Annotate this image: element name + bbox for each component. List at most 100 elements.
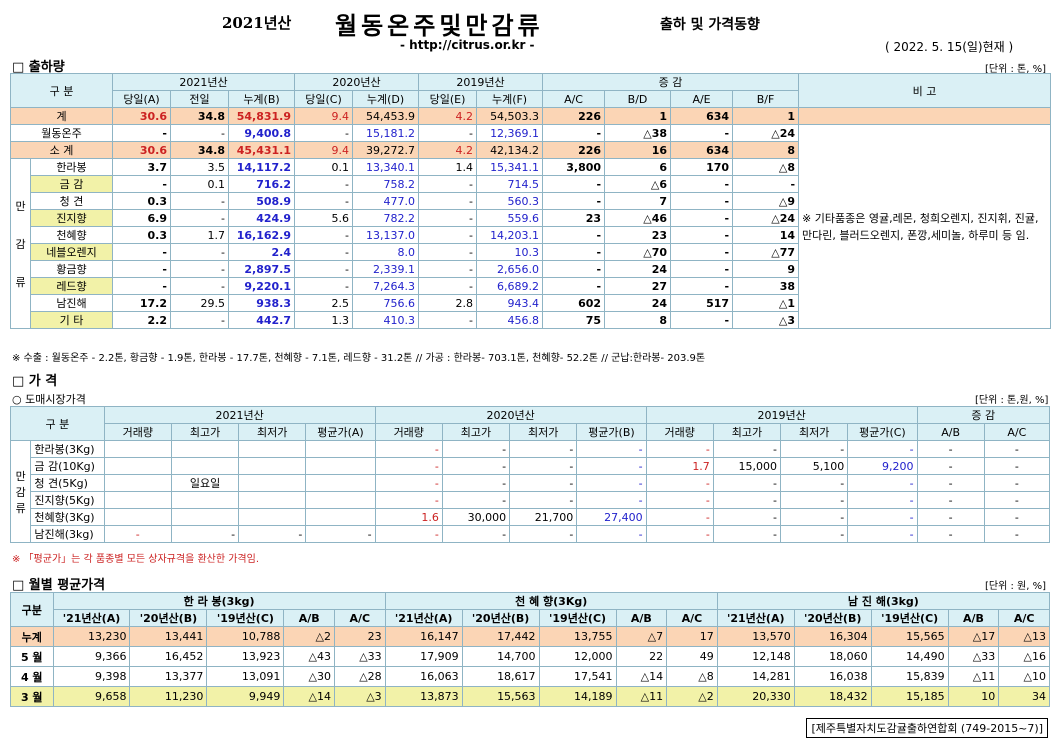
data-cell: 0.1 [294,158,354,176]
price-note: ※ 「평균가」는 각 품종별 모든 상자규격을 환산한 가격임. [12,554,260,565]
row-label: 청 견(5Kg) [30,474,105,492]
data-cell: 10,788 [206,626,285,647]
data-cell: - [670,260,734,278]
data-cell: 10.3 [476,243,544,261]
data-cell [170,508,240,526]
data-cell: - [916,508,985,526]
data-cell: 13,923 [206,646,285,667]
data-cell: 6.9 [112,209,171,227]
data-cell: - [576,440,647,458]
row-label: 청 견 [30,192,113,210]
data-cell: 714.5 [476,175,544,193]
row-label: 누계 [10,626,54,647]
data-cell: 756.6 [352,294,420,312]
data-cell: - [441,491,511,509]
data-cell: - [170,243,229,261]
data-cell: 758.2 [352,175,420,193]
table-row: 만 감 류 한라봉 3.7 3.5 14,117.2 0.1 13,340.1 1.4 15,341… [10,158,1051,329]
data-cell: △8 [666,666,718,687]
data-cell [170,491,240,509]
data-cell: 508.9 [227,192,296,210]
header-2020: 2020년산 [374,406,647,424]
data-cell: - [542,124,606,142]
data-cell: 16,162.9 [227,226,296,244]
monthly-price-table: 구분 한 라 봉(3kg) 천 혜 향(3Kg) 남 진 해(3kg) '21년산(A)… [10,592,1051,707]
data-cell: 23 [334,626,386,647]
data-cell: 10 [947,686,1000,707]
data-cell: - [418,226,478,244]
data-cell: - [670,243,734,261]
title-main: 월동온주및만감류 [335,12,544,40]
row-label: 진지향(5Kg) [30,491,105,509]
row-label: 3 월 [10,686,54,707]
data-cell: 13,091 [206,666,285,687]
column-header: 누계(F) [476,90,544,108]
data-cell: - [670,311,734,329]
header-2019: 2019년산 [645,406,918,424]
data-cell: - [916,474,985,492]
data-cell: 424.9 [227,209,296,227]
data-cell: 2,897.5 [227,260,296,278]
data-cell: - [509,474,578,492]
title-year: 2021년산 [222,14,292,32]
data-cell: 29.5 [170,294,229,312]
data-cell [238,457,307,475]
data-cell: - [780,508,849,526]
row-label: 천혜향 [30,226,113,244]
header-category: 구 분 [10,406,105,441]
data-cell: - [542,260,606,278]
data-cell: △38 [604,124,672,142]
column-header: A/C [334,609,386,627]
data-cell [103,457,172,475]
data-cell: 4.2 [418,107,478,125]
data-cell: - [441,525,511,543]
data-cell: 일요일 [170,474,240,492]
data-cell: 477.0 [352,192,420,210]
data-cell: - [670,209,734,227]
data-cell: 17,442 [461,626,540,647]
data-cell: 15,181.2 [352,124,420,142]
row-label: 천혜향(3Kg) [30,508,105,526]
data-cell: - [645,525,714,543]
data-cell: - [418,277,478,295]
data-cell: - [983,525,1051,543]
data-cell: 2.2 [112,311,171,329]
column-header: 누계(B) [227,90,296,108]
data-cell: - [712,491,782,509]
data-cell: 14 [732,226,800,244]
data-cell: 634 [670,141,734,159]
site-url[interactable]: - http://citrus.or.kr - [400,38,535,52]
data-cell: 442.7 [227,311,296,329]
data-cell: 3,800 [542,158,606,176]
header-2021: 2021년산 [111,73,296,91]
data-cell: 1 [604,107,672,125]
data-cell: △28 [334,666,386,687]
data-cell: 943.4 [476,294,544,312]
header-variety: 한 라 봉(3kg) [52,592,386,610]
data-cell: △70 [604,243,672,261]
table-row: 진지향 6.9-424.9 5.6 782.2-559.6 23 △46- △24 [11,209,1051,227]
data-cell: 15,000 [712,457,782,475]
data-cell: 18,060 [793,646,872,667]
header-2020: 2020년산 [294,73,420,91]
data-cell: 226 [542,107,606,125]
data-cell: - [418,175,478,193]
data-cell: △33 [334,646,386,667]
column-header: '19년산(C) [206,609,285,627]
data-cell: - [418,260,478,278]
data-cell: 34.8 [170,107,229,125]
data-cell: △2 [283,626,335,647]
column-header: A/B [615,609,668,627]
price-unit: [단위 : 톤,원, %] [975,395,1049,406]
column-header: A/C [983,423,1051,441]
row-label: 진지향 [30,209,113,227]
row-label: 5 월 [10,646,54,667]
data-cell: 0.3 [112,192,171,210]
data-cell [103,508,172,526]
data-cell: - [670,124,734,142]
data-cell: 8 [732,141,800,159]
data-cell: - [847,440,918,458]
data-cell: - [645,474,714,492]
data-cell: △6 [604,175,672,193]
data-cell: 23 [604,226,672,244]
